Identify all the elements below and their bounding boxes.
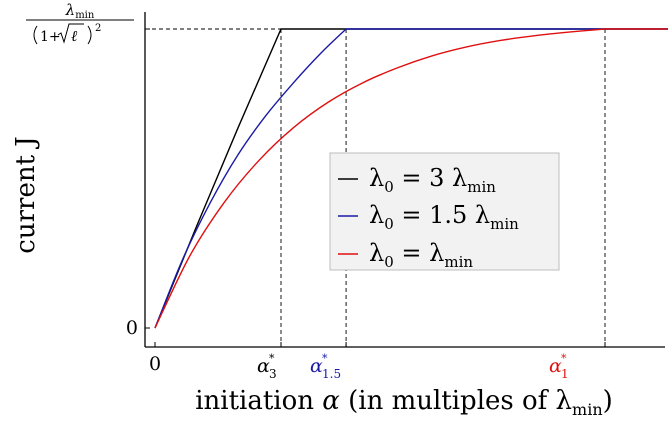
svg-text:α: α bbox=[310, 355, 323, 377]
y-tick-max-numerator: λmin bbox=[65, 1, 95, 21]
series-layer bbox=[154, 28, 668, 329]
svg-text:2: 2 bbox=[95, 23, 101, 34]
x-tick-label-zero: 0 bbox=[149, 353, 161, 375]
y-tick-max-left-paren bbox=[33, 25, 38, 45]
x-axis-label: initiation α (in multiples of λmin) bbox=[195, 386, 613, 419]
y-tick-label-max: λmin 1+ ℓ 2 bbox=[26, 1, 134, 45]
svg-text:α: α bbox=[257, 355, 270, 377]
x-tick-label-alpha1-5: α * 1.5 bbox=[310, 352, 341, 381]
svg-text:λ0 = 1.5 λmin: λ0 = 1.5 λmin bbox=[369, 201, 519, 233]
ticks bbox=[145, 28, 606, 347]
svg-text:1+: 1+ bbox=[40, 29, 61, 45]
legend-entry-lambda-1-5: λ0 = 1.5 λmin bbox=[338, 201, 519, 233]
legend: λ0 = 3 λmin λ0 = 1.5 λmin λ0 = λmin bbox=[329, 152, 560, 271]
svg-text:*: * bbox=[561, 352, 567, 365]
svg-text:1.5: 1.5 bbox=[322, 367, 341, 381]
series-line-3 bbox=[154, 28, 668, 329]
svg-text:*: * bbox=[269, 352, 275, 365]
axes bbox=[144, 12, 665, 348]
svg-text:α: α bbox=[549, 355, 562, 377]
dashed-guides bbox=[145, 28, 606, 347]
svg-text:1: 1 bbox=[561, 367, 569, 381]
svg-text:3: 3 bbox=[269, 367, 277, 381]
y-axis-label: current J bbox=[11, 136, 41, 253]
y-tick-label-zero: 0 bbox=[126, 317, 138, 339]
y-tick-max-right-paren bbox=[87, 25, 92, 45]
x-tick-label-alpha3: α * 3 bbox=[257, 352, 277, 381]
sqrt-sign bbox=[57, 23, 84, 44]
svg-text:*: * bbox=[322, 352, 328, 365]
series-line-2 bbox=[154, 28, 668, 329]
x-tick-label-alpha1: α * 1 bbox=[549, 352, 569, 381]
svg-text:ℓ: ℓ bbox=[71, 27, 77, 45]
legend-box bbox=[329, 152, 560, 271]
